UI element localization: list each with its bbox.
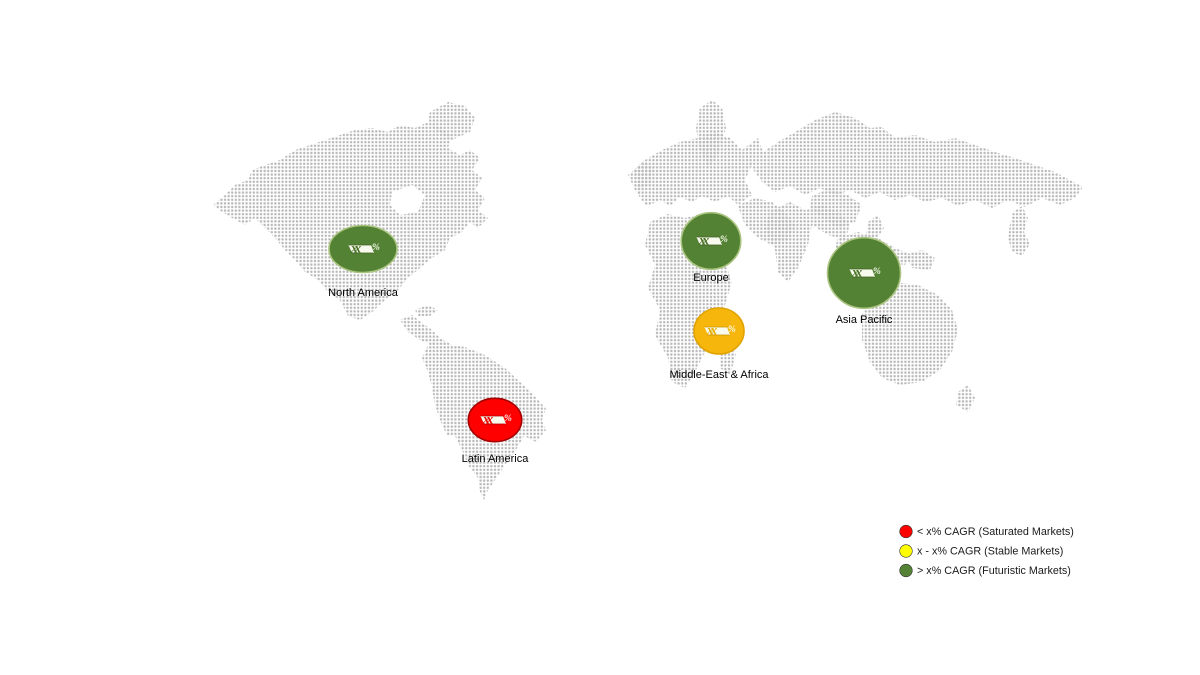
svg-text:< x% CAGR (Saturated Markets): < x% CAGR (Saturated Markets) <box>917 526 1074 538</box>
svg-text:> x% CAGR (Futuristic Markets): > x% CAGR (Futuristic Markets) <box>917 565 1071 577</box>
svg-text:x - x% CAGR (Stable Markets): x - x% CAGR (Stable Markets) <box>917 546 1063 558</box>
svg-text:Europe: Europe <box>693 272 728 284</box>
svg-text:Asia Pacific: Asia Pacific <box>836 314 893 326</box>
svg-text:%: % <box>720 235 728 245</box>
svg-text:%: % <box>372 243 380 253</box>
svg-text:North America: North America <box>328 287 399 299</box>
svg-text:Middle-East & Africa: Middle-East & Africa <box>669 369 769 381</box>
svg-text:%: % <box>504 414 512 424</box>
svg-text:%: % <box>728 325 736 335</box>
svg-text:Latin America: Latin America <box>462 453 530 465</box>
svg-text:%: % <box>873 267 881 277</box>
